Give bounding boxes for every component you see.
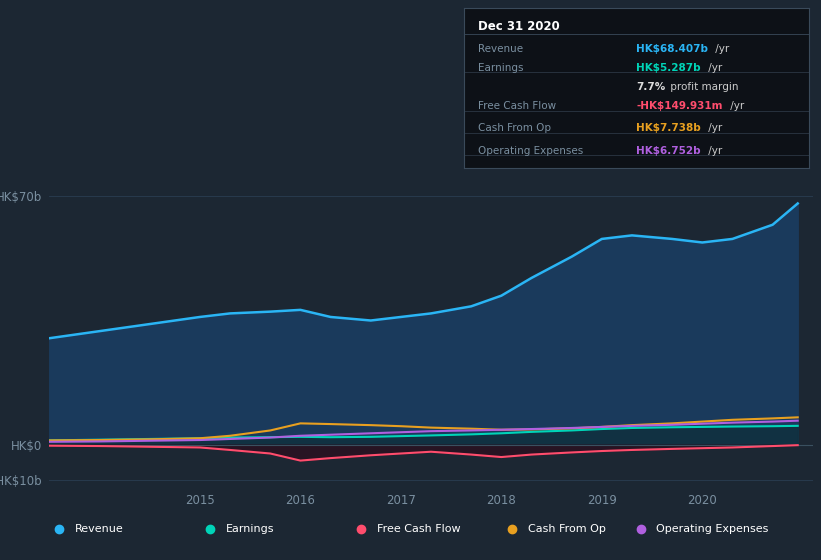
Text: Operating Expenses: Operating Expenses <box>478 146 583 156</box>
Text: /yr: /yr <box>704 123 722 133</box>
Text: Dec 31 2020: Dec 31 2020 <box>478 20 559 32</box>
Text: HK$7.738b: HK$7.738b <box>636 123 701 133</box>
Text: HK$68.407b: HK$68.407b <box>636 44 709 54</box>
Text: /yr: /yr <box>727 101 745 111</box>
Text: Earnings: Earnings <box>478 63 523 73</box>
Text: Cash From Op: Cash From Op <box>478 123 551 133</box>
Text: -HK$149.931m: -HK$149.931m <box>636 101 722 111</box>
Text: Revenue: Revenue <box>478 44 523 54</box>
Text: Cash From Op: Cash From Op <box>528 524 605 534</box>
Text: Revenue: Revenue <box>75 524 123 534</box>
Text: 7.7%: 7.7% <box>636 82 666 92</box>
Text: profit margin: profit margin <box>667 82 738 92</box>
Text: Earnings: Earnings <box>226 524 274 534</box>
Text: /yr: /yr <box>712 44 729 54</box>
Text: Free Cash Flow: Free Cash Flow <box>377 524 460 534</box>
Text: HK$5.287b: HK$5.287b <box>636 63 701 73</box>
Text: /yr: /yr <box>704 146 722 156</box>
Text: Free Cash Flow: Free Cash Flow <box>478 101 556 111</box>
Text: /yr: /yr <box>704 63 722 73</box>
Text: Operating Expenses: Operating Expenses <box>656 524 768 534</box>
Text: HK$6.752b: HK$6.752b <box>636 146 701 156</box>
